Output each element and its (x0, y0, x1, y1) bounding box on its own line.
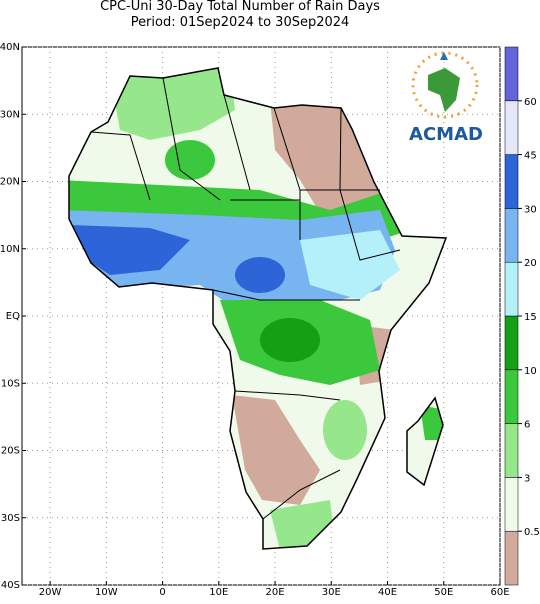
x-tick-label: 30E (322, 587, 341, 598)
y-tick-label: 20N (0, 177, 20, 188)
colorbar-segment (504, 46, 519, 102)
field-blue (70, 225, 190, 275)
colorbar: 0.5 3 6 10 15 20 30 45 60 (504, 46, 540, 586)
field-green (420, 405, 445, 440)
colorbar-label: 15 (524, 312, 537, 323)
y-tick-label: 40N (0, 42, 20, 53)
x-tick-label: 20W (39, 587, 62, 598)
x-tick-label: 60E (490, 587, 509, 598)
x-tick-label: 40E (378, 587, 397, 598)
colorbar-segment (504, 154, 519, 209)
colorbar-segment (504, 530, 519, 586)
colorbar-label: 45 (524, 151, 537, 162)
colorbar-label: 0.5 (524, 527, 540, 538)
colorbar-label: 60 (524, 97, 537, 108)
x-tick-label: 10E (209, 587, 228, 598)
field-green (260, 318, 320, 362)
y-tick-label: 30S (1, 513, 20, 524)
field-green (323, 400, 367, 460)
colorbar-segment (504, 100, 519, 155)
subtitle: Period: 01Sep2024 to 30Sep2024 (131, 15, 350, 30)
x-tick-label: 0 (159, 587, 165, 598)
colorbar-segment (504, 208, 519, 263)
field-dry (232, 395, 320, 505)
x-tick-label: 20E (266, 587, 285, 598)
x-tick-label: 10W (95, 587, 118, 598)
title: CPC-Uni 30-Day Total Number of Rain Days (100, 0, 380, 14)
colorbar-segment (504, 477, 519, 532)
logo: ACMAD (409, 51, 483, 145)
colorbar-segment (504, 423, 519, 478)
logo-shape (428, 68, 460, 112)
coastline (68, 67, 448, 550)
field-blue (235, 257, 285, 293)
logo-text: ACMAD (409, 124, 483, 145)
colorbar-label: 6 (524, 420, 530, 431)
y-tick-label: 10N (0, 244, 20, 255)
borders (90, 77, 401, 520)
logo-sun (411, 51, 479, 119)
field-green (165, 140, 215, 180)
y-tick-label: EQ (6, 311, 20, 322)
x-tick-label: 50E (434, 587, 453, 598)
field-green (110, 68, 235, 140)
colorbar-segment (504, 369, 519, 424)
colorbar-label: 20 (524, 258, 537, 269)
colorbar-segment (504, 261, 519, 317)
colorbar-label: 30 (524, 204, 537, 215)
colorbar-label: 3 (524, 473, 530, 484)
colorbar-label: 10 (524, 366, 537, 377)
y-tick-label: 30N (0, 109, 20, 120)
field-cyan (300, 230, 400, 300)
colorbar-segment (504, 315, 519, 371)
y-tick-label: 10S (1, 378, 20, 389)
y-tick-label: 40S (1, 580, 20, 591)
y-tick-label: 20S (1, 446, 20, 457)
logo-drop (440, 52, 448, 60)
